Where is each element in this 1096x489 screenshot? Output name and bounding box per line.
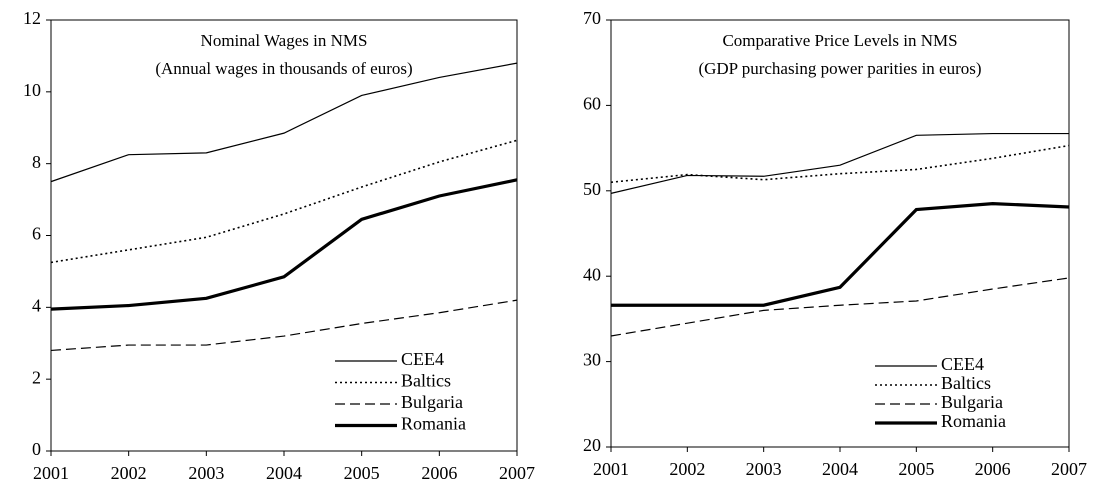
series-line — [50, 62, 518, 183]
x-tick-label: 2002 — [669, 459, 705, 479]
series-line — [610, 132, 1069, 194]
x-tick-label: 2001 — [593, 459, 629, 479]
chart-subtitle: (Annual wages in thousands of euros) — [155, 59, 412, 78]
x-tick-label: 2005 — [344, 463, 380, 483]
x-tick-label: 2006 — [975, 459, 1011, 479]
y-tick-label: 8 — [32, 152, 41, 172]
series-line — [50, 178, 518, 311]
legend-label: Bulgaria — [941, 392, 1003, 412]
series-line — [610, 144, 1070, 184]
x-tick-label: 2007 — [1051, 459, 1087, 479]
series-line — [50, 299, 518, 352]
chart-title: Comparative Price Levels in NMS — [722, 31, 957, 50]
series-line — [610, 277, 1070, 337]
legend-label: CEE4 — [401, 349, 444, 369]
x-tick-label: 2003 — [188, 463, 224, 483]
x-tick-label: 2002 — [111, 463, 147, 483]
legend-label: Romania — [941, 411, 1006, 431]
y-tick-label: 40 — [583, 264, 601, 284]
chart-title: Nominal Wages in NMS — [201, 31, 368, 50]
y-tick-label: 12 — [23, 8, 41, 28]
x-tick-label: 2004 — [266, 463, 302, 483]
legend-label: Bulgaria — [401, 392, 463, 412]
legend-label: Baltics — [941, 373, 991, 393]
x-tick-label: 2007 — [499, 463, 535, 483]
x-tick-label: 2003 — [746, 459, 782, 479]
legend-label: Romania — [401, 414, 466, 434]
y-tick-label: 70 — [583, 8, 601, 28]
legend-label: Baltics — [401, 371, 451, 391]
y-tick-label: 30 — [583, 350, 601, 370]
y-tick-label: 0 — [32, 439, 41, 459]
chart-subtitle: (GDP purchasing power parities in euros) — [698, 59, 981, 78]
plot-frame — [610, 19, 1070, 448]
y-tick-label: 6 — [32, 224, 41, 244]
x-tick-label: 2006 — [421, 463, 457, 483]
y-tick-label: 4 — [32, 295, 41, 315]
x-tick-label: 2005 — [898, 459, 934, 479]
x-tick-label: 2001 — [33, 463, 69, 483]
y-tick-label: 20 — [583, 435, 601, 455]
y-tick-label: 50 — [583, 179, 601, 199]
x-tick-label: 2004 — [822, 459, 858, 479]
legend-label: CEE4 — [941, 354, 984, 374]
series-line — [50, 139, 518, 264]
y-tick-label: 10 — [23, 80, 41, 100]
y-tick-label: 2 — [32, 367, 41, 387]
y-tick-label: 60 — [583, 94, 601, 114]
series-line — [611, 202, 1070, 307]
